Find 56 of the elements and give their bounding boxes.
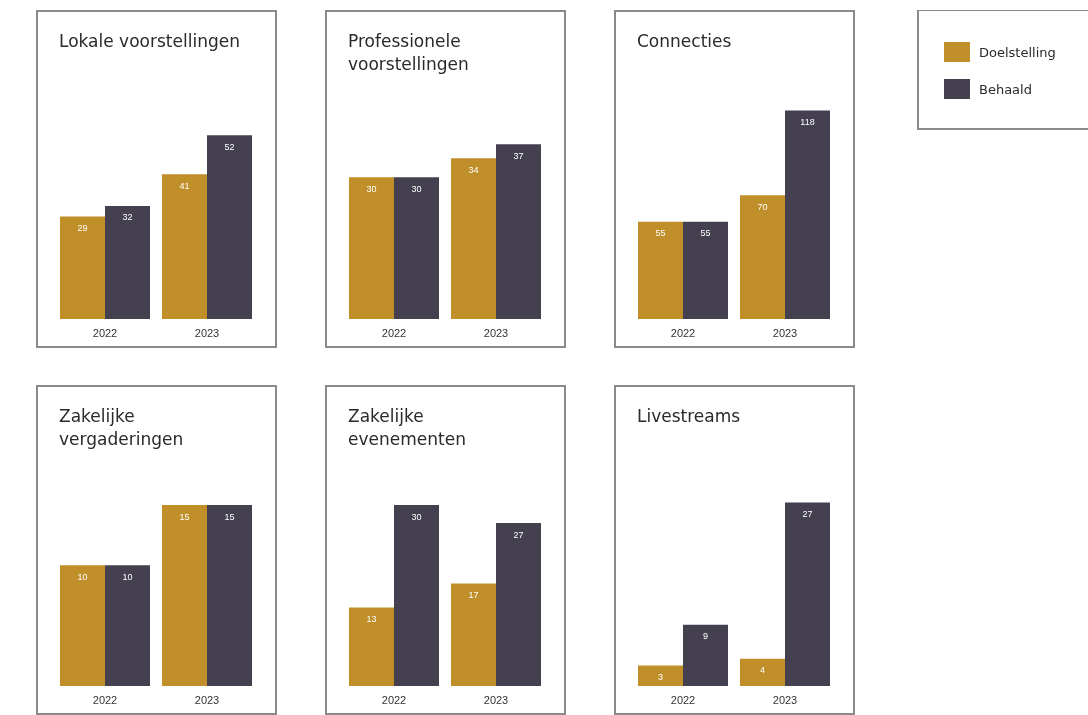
- x-tick-label: 2023: [772, 693, 798, 706]
- chart-title: Livestreams: [637, 405, 741, 426]
- chart-title: Zakelijke vergaderingen: [59, 405, 184, 449]
- data-label: 15: [179, 511, 190, 522]
- bar: [162, 174, 207, 319]
- data-label: 9: [702, 631, 709, 642]
- data-label: 52: [224, 141, 235, 152]
- data-label: 118: [800, 117, 815, 128]
- bar: [60, 216, 105, 319]
- chart-title: Professionele voorstellingen: [348, 30, 469, 74]
- bar: [394, 505, 439, 686]
- x-tick-label: 2022: [92, 326, 118, 339]
- chart-title: Connecties: [637, 30, 732, 51]
- x-tick-label: 2022: [670, 326, 696, 339]
- chart-title: Lokale voorstellingen: [59, 30, 240, 51]
- data-label: 15: [224, 511, 235, 522]
- x-tick-label: 2022: [92, 693, 118, 706]
- legend-label: Doelstelling: [979, 44, 1056, 60]
- data-label: 10: [77, 571, 88, 582]
- data-label: 13: [366, 614, 377, 625]
- data-label: 55: [655, 228, 666, 239]
- data-label: 29: [77, 223, 88, 234]
- bar: [451, 583, 496, 686]
- legend-label: Behaald: [979, 81, 1032, 97]
- data-label: 27: [802, 508, 813, 519]
- bar: [496, 523, 541, 686]
- bar: [105, 205, 150, 319]
- bar: [785, 502, 830, 686]
- data-label: 17: [468, 589, 479, 600]
- data-label: 41: [179, 180, 190, 191]
- data-label: 10: [122, 571, 133, 582]
- bar: [638, 665, 683, 686]
- x-tick-label: 2023: [483, 693, 509, 706]
- data-label: 34: [468, 164, 479, 175]
- data-label: 30: [366, 183, 377, 194]
- data-label: 30: [411, 183, 422, 194]
- x-tick-label: 2022: [381, 693, 407, 706]
- x-tick-label: 2022: [381, 326, 407, 339]
- chart-title: Zakelijke evenementen: [348, 405, 466, 449]
- bar: [207, 135, 252, 319]
- data-label: 27: [513, 529, 524, 540]
- data-label: 4: [759, 665, 766, 676]
- x-tick-label: 2023: [194, 693, 220, 706]
- data-label: 3: [657, 672, 664, 683]
- data-label: 55: [700, 228, 711, 239]
- x-tick-label: 2023: [772, 326, 798, 339]
- data-label: 37: [513, 150, 524, 161]
- x-tick-label: 2022: [670, 693, 696, 706]
- bar: [740, 658, 785, 686]
- bar: [683, 624, 728, 686]
- bar: [349, 607, 394, 686]
- x-tick-label: 2023: [194, 326, 220, 339]
- x-tick-label: 2023: [483, 326, 509, 339]
- data-label: 70: [757, 201, 768, 212]
- data-label: 30: [411, 511, 422, 522]
- data-label: 32: [122, 212, 133, 223]
